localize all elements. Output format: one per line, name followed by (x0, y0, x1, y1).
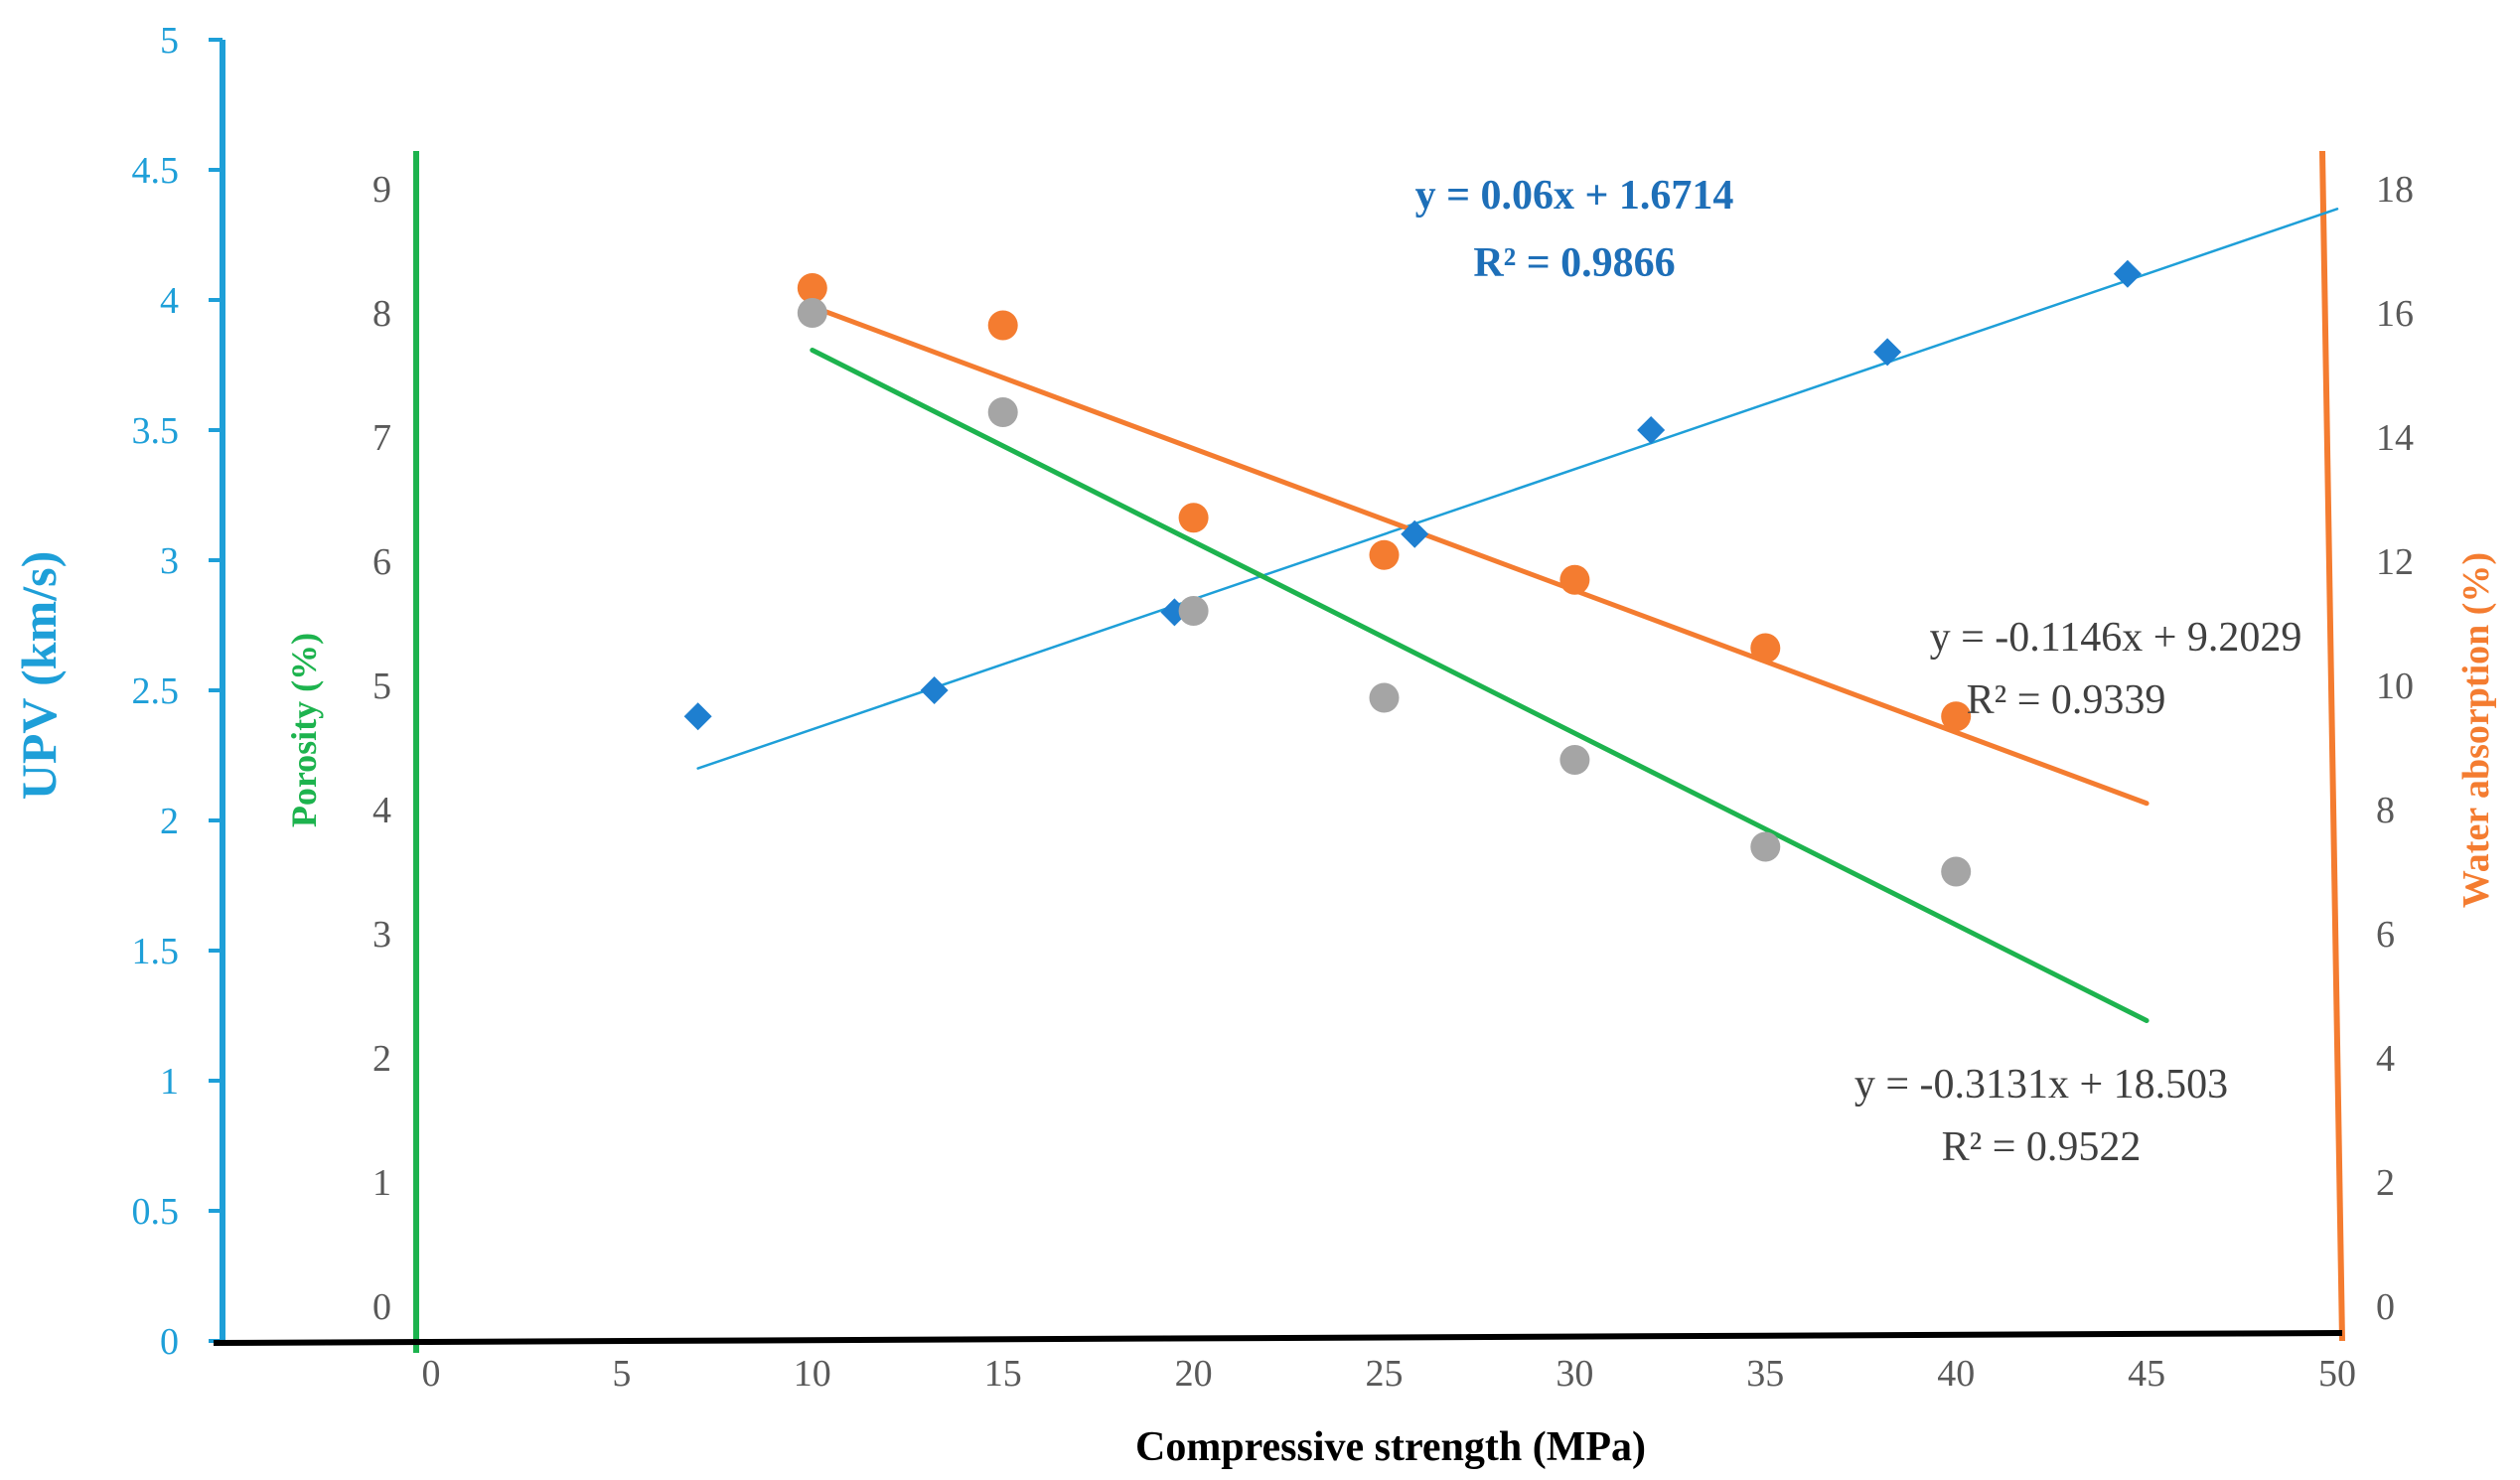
water-absorption-tick-label: 14 (2376, 417, 2414, 459)
upv-axis-title: UPV (km/s) (11, 551, 67, 800)
porosity-tick-label: 9 (372, 169, 391, 211)
upv-data-point (1401, 519, 1429, 548)
water-absorption-tick-label: 16 (2376, 293, 2414, 335)
x-tick-label: 15 (984, 1353, 1022, 1395)
ticks-layer: 00.511.522.533.544.550123456789024681012… (132, 20, 2415, 1395)
water-absorption-tick-label: 8 (2376, 790, 2395, 831)
water-absorption-tick-label: 0 (2376, 1286, 2395, 1328)
porosity-data-point (797, 298, 827, 328)
upv-tick-label: 3.5 (132, 410, 180, 452)
water_absorption-trendline (810, 304, 2149, 807)
porosity-tick-label: 8 (372, 293, 391, 335)
x-tick-label: 50 (2318, 1353, 2356, 1395)
water_absorption-data-point (1750, 633, 1781, 664)
porosity-tick-label: 1 (372, 1162, 391, 1204)
porosity-trend-equation: y = -0.3131x + 18.503 (1854, 1062, 2228, 1108)
porosity-trendline (810, 348, 2149, 1023)
axes-layer (209, 38, 2345, 1353)
upv-tick-label: 0.5 (132, 1191, 180, 1233)
porosity-tick-label: 6 (372, 541, 391, 583)
water-absorption-trend-equation: y = -0.1146x + 9.2029 (1930, 615, 2302, 661)
water_absorption-data-point (797, 273, 827, 303)
points-layer (683, 259, 2142, 887)
upv-tick-label: 4.5 (132, 150, 180, 192)
upv-tick-label: 1.5 (132, 931, 180, 972)
upv-trend-equation: y = 0.06x + 1.6714 (1415, 173, 1734, 219)
upv-data-point (920, 676, 949, 704)
water-absorption-tick-label: 10 (2376, 666, 2414, 707)
x-axis-line (213, 1330, 2343, 1346)
porosity-axis-title: Porosity (%) (284, 633, 324, 827)
water-absorption-tick-label: 18 (2376, 169, 2414, 211)
porosity-tick-label: 4 (372, 790, 391, 831)
water_absorption-data-point (1559, 564, 1590, 595)
x-tick-label: 0 (422, 1353, 441, 1395)
upv-data-point (1637, 416, 1666, 444)
x-axis-title: Compressive strength (MPa) (1135, 1424, 1646, 1470)
porosity-data-point (1941, 856, 1972, 887)
porosity-data-point (1750, 831, 1781, 862)
x-tick-label: 40 (1937, 1353, 1975, 1395)
upv-data-point (1873, 338, 1902, 367)
water-absorption-axis-line (2319, 150, 2345, 1342)
water-absorption-tick-label: 6 (2376, 914, 2395, 956)
water-absorption-axis-title: Water absorption (%) (2455, 552, 2497, 908)
x-tick-label: 45 (2128, 1353, 2165, 1395)
upv-tick-label: 4 (160, 280, 179, 322)
porosity-data-point (1369, 682, 1400, 713)
trendlines-layer (696, 208, 2339, 1023)
porosity-trend-r2: R² = 0.9522 (1942, 1124, 2142, 1170)
porosity-tick-label: 0 (372, 1286, 391, 1328)
upv-tick-label: 3 (160, 540, 179, 582)
x-tick-label: 35 (1746, 1353, 1784, 1395)
water-absorption-tick-label: 12 (2376, 541, 2414, 583)
water_absorption-data-point (1941, 701, 1972, 732)
upv-tick-label: 1 (160, 1061, 179, 1103)
upv-data-point (683, 702, 712, 731)
labels-layer: UPV (km/s) Porosity (%) Water absorption… (11, 173, 2497, 1470)
x-tick-label: 5 (612, 1353, 631, 1395)
upv-tick-label: 0 (160, 1321, 179, 1363)
porosity-tick-label: 7 (372, 417, 391, 459)
porosity-tick-label: 5 (372, 666, 391, 707)
water-absorption-tick-label: 2 (2376, 1162, 2395, 1204)
x-tick-label: 20 (1175, 1353, 1213, 1395)
porosity-data-point (987, 397, 1018, 427)
upv-trendline (696, 208, 2339, 770)
water_absorption-data-point (987, 310, 1018, 341)
upv-tick-label: 2 (160, 801, 179, 842)
x-tick-label: 30 (1556, 1353, 1593, 1395)
x-tick-label: 25 (1366, 1353, 1404, 1395)
upv-tick-label: 2.5 (132, 670, 180, 712)
upv-trend-r2: R² = 0.9866 (1473, 240, 1675, 286)
water-absorption-trend-r2: R² = 0.9339 (1967, 677, 2166, 723)
porosity-tick-label: 2 (372, 1038, 391, 1080)
water-absorption-tick-label: 4 (2376, 1038, 2395, 1080)
x-tick-label: 10 (794, 1353, 831, 1395)
water_absorption-data-point (1369, 539, 1400, 570)
porosity-data-point (1178, 596, 1209, 626)
porosity-tick-label: 3 (372, 914, 391, 956)
water_absorption-data-point (1178, 503, 1209, 533)
upv-tick-label: 5 (160, 20, 179, 62)
porosity-data-point (1559, 745, 1590, 775)
upv-data-point (2113, 259, 2142, 288)
